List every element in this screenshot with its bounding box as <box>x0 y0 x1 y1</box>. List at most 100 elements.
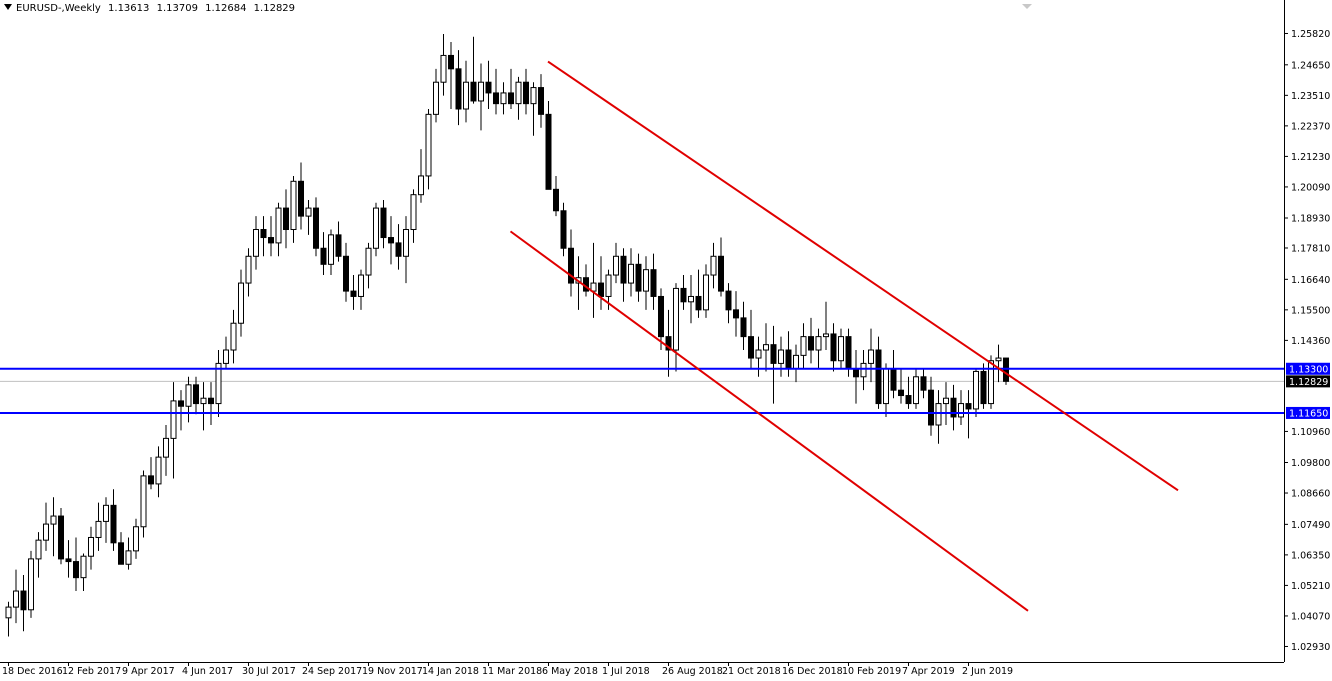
candle <box>463 60 469 123</box>
candle-body <box>913 376 919 405</box>
candle <box>73 537 79 592</box>
open-value: 1.13613 <box>108 3 150 14</box>
candle <box>193 376 199 415</box>
candle <box>868 328 874 383</box>
candle-body <box>320 247 327 265</box>
candle-body <box>103 504 109 522</box>
time-tick-label: 26 Aug 2018 <box>662 666 723 677</box>
candle-body <box>560 210 567 249</box>
candle-body <box>838 336 844 362</box>
candle-body <box>425 113 432 177</box>
candle-body <box>515 81 522 105</box>
candle-body <box>613 255 619 276</box>
candle <box>883 363 889 417</box>
candle-body <box>808 336 814 351</box>
candle <box>253 216 259 270</box>
candle-body <box>508 92 514 105</box>
candle <box>613 242 619 284</box>
candle <box>5 601 12 637</box>
candle-body <box>658 295 664 338</box>
candle-body <box>763 344 769 351</box>
candle <box>425 108 432 190</box>
candle <box>823 301 829 351</box>
time-tick-label: 7 Apr 2019 <box>902 666 955 677</box>
candle <box>808 317 814 364</box>
price-tick-label: 1.15500 <box>1291 305 1330 316</box>
candle-body <box>328 234 334 265</box>
dropdown-triangle-icon[interactable] <box>4 4 12 10</box>
trendline[interactable] <box>509 230 1029 612</box>
candle-body <box>958 403 964 418</box>
candle-body <box>973 370 979 410</box>
horizontal-lines-layer[interactable] <box>0 367 1284 414</box>
time-tick-label: 16 Dec 2018 <box>782 666 843 677</box>
candle-body <box>770 344 777 364</box>
candle <box>973 368 979 417</box>
candle-body <box>65 558 72 563</box>
candle <box>568 229 574 297</box>
trendlines-layer[interactable] <box>509 60 1179 612</box>
candle-body <box>95 520 102 538</box>
candle <box>545 100 552 190</box>
candle <box>433 68 439 123</box>
axes-layer <box>0 0 1285 663</box>
candle <box>875 336 882 409</box>
candle-body <box>665 336 672 351</box>
time-tick-label: 18 Dec 2016 <box>2 666 63 677</box>
candle <box>898 368 904 404</box>
chart-shift-marker-icon[interactable] <box>1022 4 1032 9</box>
candle <box>358 269 364 310</box>
candle <box>155 446 162 498</box>
candle <box>328 229 334 276</box>
time-tick-label: 12 Feb 2017 <box>62 666 121 677</box>
candle <box>103 497 109 543</box>
candle <box>890 350 897 399</box>
candle <box>215 350 222 417</box>
candle <box>170 382 177 479</box>
candle-body <box>485 81 492 94</box>
candle <box>553 175 559 217</box>
time-axis-labels: 18 Dec 2016 12 Feb 2017 9 Apr 2017 4 Jun 20… <box>2 662 1013 677</box>
candle-body <box>538 87 544 115</box>
candle <box>928 376 934 436</box>
candle-body <box>755 349 762 359</box>
candle-body <box>928 389 934 426</box>
current-price-tag-label: 1.12829 <box>1289 377 1328 388</box>
candle-body <box>13 590 19 608</box>
candle-body <box>688 295 694 303</box>
candle-body <box>950 397 957 418</box>
candle-body <box>695 295 702 311</box>
current-price-tag <box>1286 375 1330 388</box>
candle <box>733 291 739 337</box>
candle-body <box>710 255 717 276</box>
level-price-tag-label: 1.11650 <box>1289 408 1328 419</box>
price-tags-layer: 1.13300 1.11650 1.12829 <box>1286 362 1330 419</box>
candle <box>515 76 522 120</box>
candle-body <box>883 368 889 405</box>
candle <box>110 489 117 551</box>
level-price-tag <box>1286 406 1330 419</box>
candle-body <box>628 263 634 284</box>
candle <box>635 253 642 302</box>
candle <box>178 390 184 431</box>
time-tick-label: 6 May 2018 <box>542 666 598 677</box>
candle <box>740 301 747 351</box>
trendline[interactable] <box>547 60 1179 492</box>
candle-body <box>980 370 987 405</box>
candle <box>320 232 327 276</box>
candle <box>598 256 604 310</box>
candle <box>995 344 1002 383</box>
price-tick-label: 1.17810 <box>1291 243 1330 254</box>
candle <box>200 382 207 431</box>
candle <box>223 336 229 369</box>
candle <box>770 325 777 404</box>
candle <box>478 63 484 131</box>
candle <box>718 237 724 297</box>
candle-body <box>845 336 852 370</box>
candle <box>455 50 462 126</box>
price-tick-label: 1.10960 <box>1291 427 1330 438</box>
candle <box>245 248 252 297</box>
candle-body <box>530 87 537 105</box>
